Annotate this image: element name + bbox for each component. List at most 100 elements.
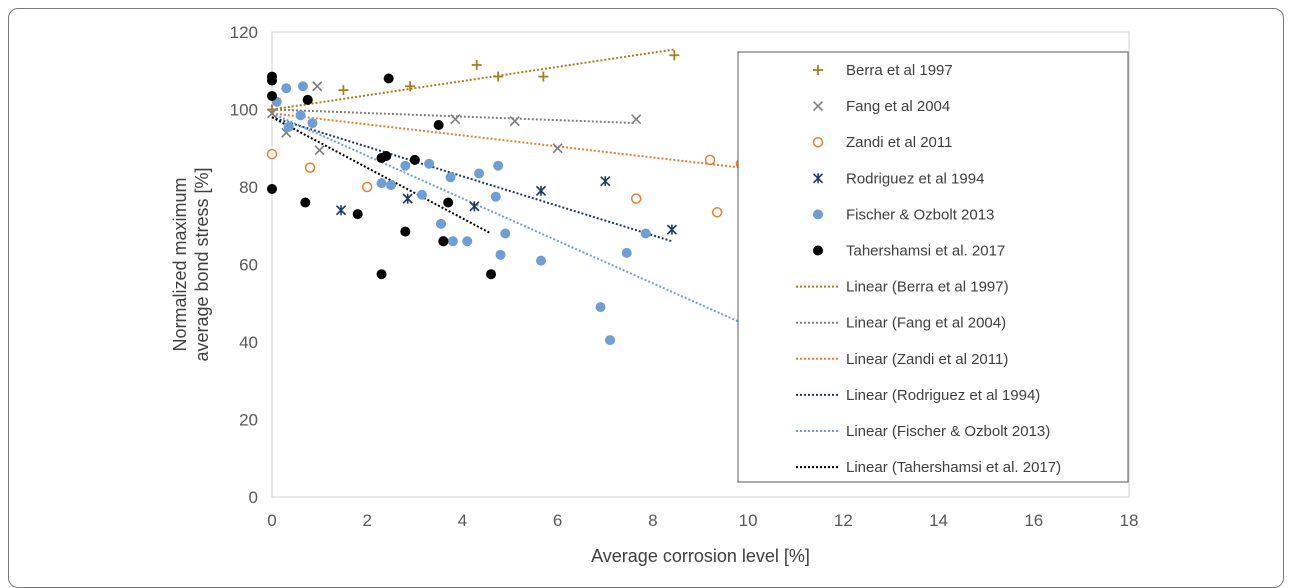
chart: 0 2 4 6 8 10 12 14 16 18 0 20 40 60 80 100 120 Average c… (170, 23, 1139, 566)
trend-lines (271, 48, 742, 324)
data-point (283, 121, 294, 132)
data-point (536, 255, 547, 266)
data-point (335, 205, 347, 216)
legend-marker (813, 245, 823, 256)
data-point (266, 148, 278, 160)
data-point (474, 168, 485, 179)
data-point (493, 160, 504, 171)
data-point (490, 191, 501, 202)
data-point (471, 59, 482, 70)
data-point (552, 143, 563, 154)
data-point (600, 176, 611, 187)
data-point (307, 118, 318, 129)
x-tick-label: 12 (834, 511, 853, 530)
data-point (495, 249, 506, 260)
data-point (400, 226, 411, 237)
y-tick-label: 60 (239, 256, 258, 275)
data-point (267, 90, 277, 101)
data-point (669, 50, 680, 61)
plot-area (271, 31, 1130, 498)
trend-line (271, 112, 742, 169)
data-point (300, 197, 311, 208)
data-point (605, 335, 616, 346)
data-point (266, 108, 278, 119)
data-point (281, 83, 292, 94)
legend-label: Rodriguez et al 1994 (846, 170, 984, 187)
y-tick-label: 40 (239, 333, 258, 352)
data-point (297, 81, 308, 92)
data-point (630, 193, 642, 204)
legend-marker (813, 65, 823, 75)
data-point (409, 154, 420, 165)
data-point (535, 185, 547, 196)
legend-label: Linear (Berra et al 1997) (846, 279, 1009, 296)
data-point (304, 162, 316, 173)
data-point (405, 81, 416, 92)
tick-labels: 0 2 4 6 8 10 12 14 16 18 0 20 40 60 80 100 120 (230, 23, 1139, 530)
y-tick-label: 100 (230, 101, 258, 120)
x-tick-label: 10 (739, 511, 758, 530)
axes (271, 31, 1130, 498)
data-point (704, 154, 716, 166)
data-point (621, 247, 632, 258)
legend-label: Zandi et al 2011 (846, 134, 952, 151)
trend-line (271, 116, 673, 243)
x-tick-label: 14 (929, 511, 948, 530)
data-point (383, 73, 394, 84)
data-point (462, 236, 473, 247)
x-tick-label: 0 (267, 511, 276, 530)
data-point (447, 236, 458, 247)
legend-label: Linear (Tahershamsi et al. 2017) (846, 459, 1061, 476)
y-tick-label: 20 (239, 411, 258, 430)
data-point (445, 172, 456, 183)
data-point (381, 151, 392, 161)
legend: Berra et al 1997 Fang et al 2004 Zandi et … (737, 51, 1129, 483)
x-tick-label: 16 (1024, 511, 1043, 530)
data-point (631, 114, 642, 125)
legend-marker (812, 101, 824, 112)
data-point (416, 189, 427, 200)
data-point (443, 197, 454, 208)
data-point (312, 81, 323, 92)
x-axis-title: Average corrosion level [%] (591, 546, 810, 566)
data-point (486, 269, 497, 280)
y-tick-label: 120 (230, 23, 258, 42)
data-point (640, 228, 651, 239)
y-axis-title-line: average bond stress [%] (192, 167, 212, 361)
trend-line (271, 112, 742, 324)
data-point (376, 269, 387, 280)
data-point (295, 110, 306, 121)
data-point (267, 183, 277, 194)
data-point (666, 224, 677, 235)
data-point (595, 302, 606, 313)
y-tick-label: 80 (239, 178, 258, 197)
legend-label: Fischer & Ozbolt 2013 (846, 206, 994, 223)
x-tick-label: 2 (362, 511, 371, 530)
legend-label: Linear (Fischer & Ozbolt 2013) (846, 423, 1050, 440)
data-point (302, 94, 313, 105)
y-tick-label: 0 (249, 488, 258, 507)
legend-label: Fang et al 2004 (846, 98, 950, 115)
data-point (376, 178, 387, 189)
x-tick-label: 8 (648, 511, 657, 530)
legend-label: Linear (Rodriguez et al 1994) (846, 387, 1040, 404)
data-point (436, 218, 447, 229)
data-point (400, 160, 411, 171)
data-point (361, 181, 373, 193)
legend-marker (812, 136, 824, 148)
trend-line (271, 108, 637, 125)
data-point (433, 120, 444, 130)
y-axis-title-line: Normalized maximum (170, 177, 190, 351)
data-point (450, 114, 461, 125)
data-point (493, 71, 504, 82)
data-point (538, 71, 549, 82)
x-tick-label: 6 (553, 511, 562, 530)
data-point (338, 85, 349, 96)
data-point (509, 116, 520, 127)
data-point (438, 236, 449, 247)
legend-label: Linear (Fang et al 2004) (846, 315, 1006, 332)
legend-marker (812, 173, 824, 184)
legend-marker (813, 209, 823, 220)
y-axis-title: Normalized maximum average bond stress [%… (170, 167, 212, 361)
legend-label: Tahershamsi et al. 2017 (846, 243, 1005, 260)
